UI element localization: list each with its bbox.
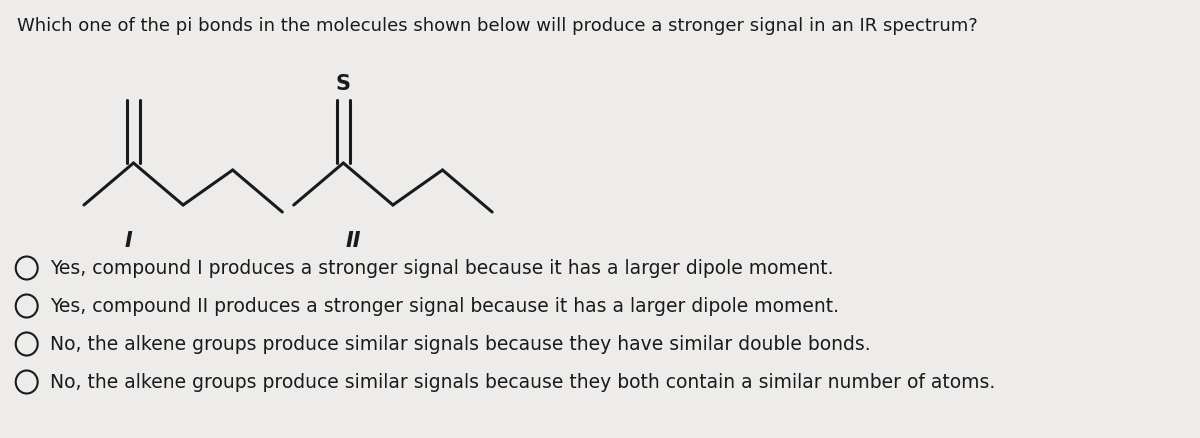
Text: Yes, compound I produces a stronger signal because it has a larger dipole moment: Yes, compound I produces a stronger sign… [49,259,833,278]
Text: I: I [125,230,133,251]
Text: S: S [336,74,350,94]
Text: II: II [346,230,361,251]
Text: Which one of the pi bonds in the molecules shown below will produce a stronger s: Which one of the pi bonds in the molecul… [17,17,978,35]
Text: No, the alkene groups produce similar signals because they both contain a simila: No, the alkene groups produce similar si… [49,373,995,392]
Text: Yes, compound II produces a stronger signal because it has a larger dipole momen: Yes, compound II produces a stronger sig… [49,297,839,316]
Text: No, the alkene groups produce similar signals because they have similar double b: No, the alkene groups produce similar si… [49,335,870,354]
